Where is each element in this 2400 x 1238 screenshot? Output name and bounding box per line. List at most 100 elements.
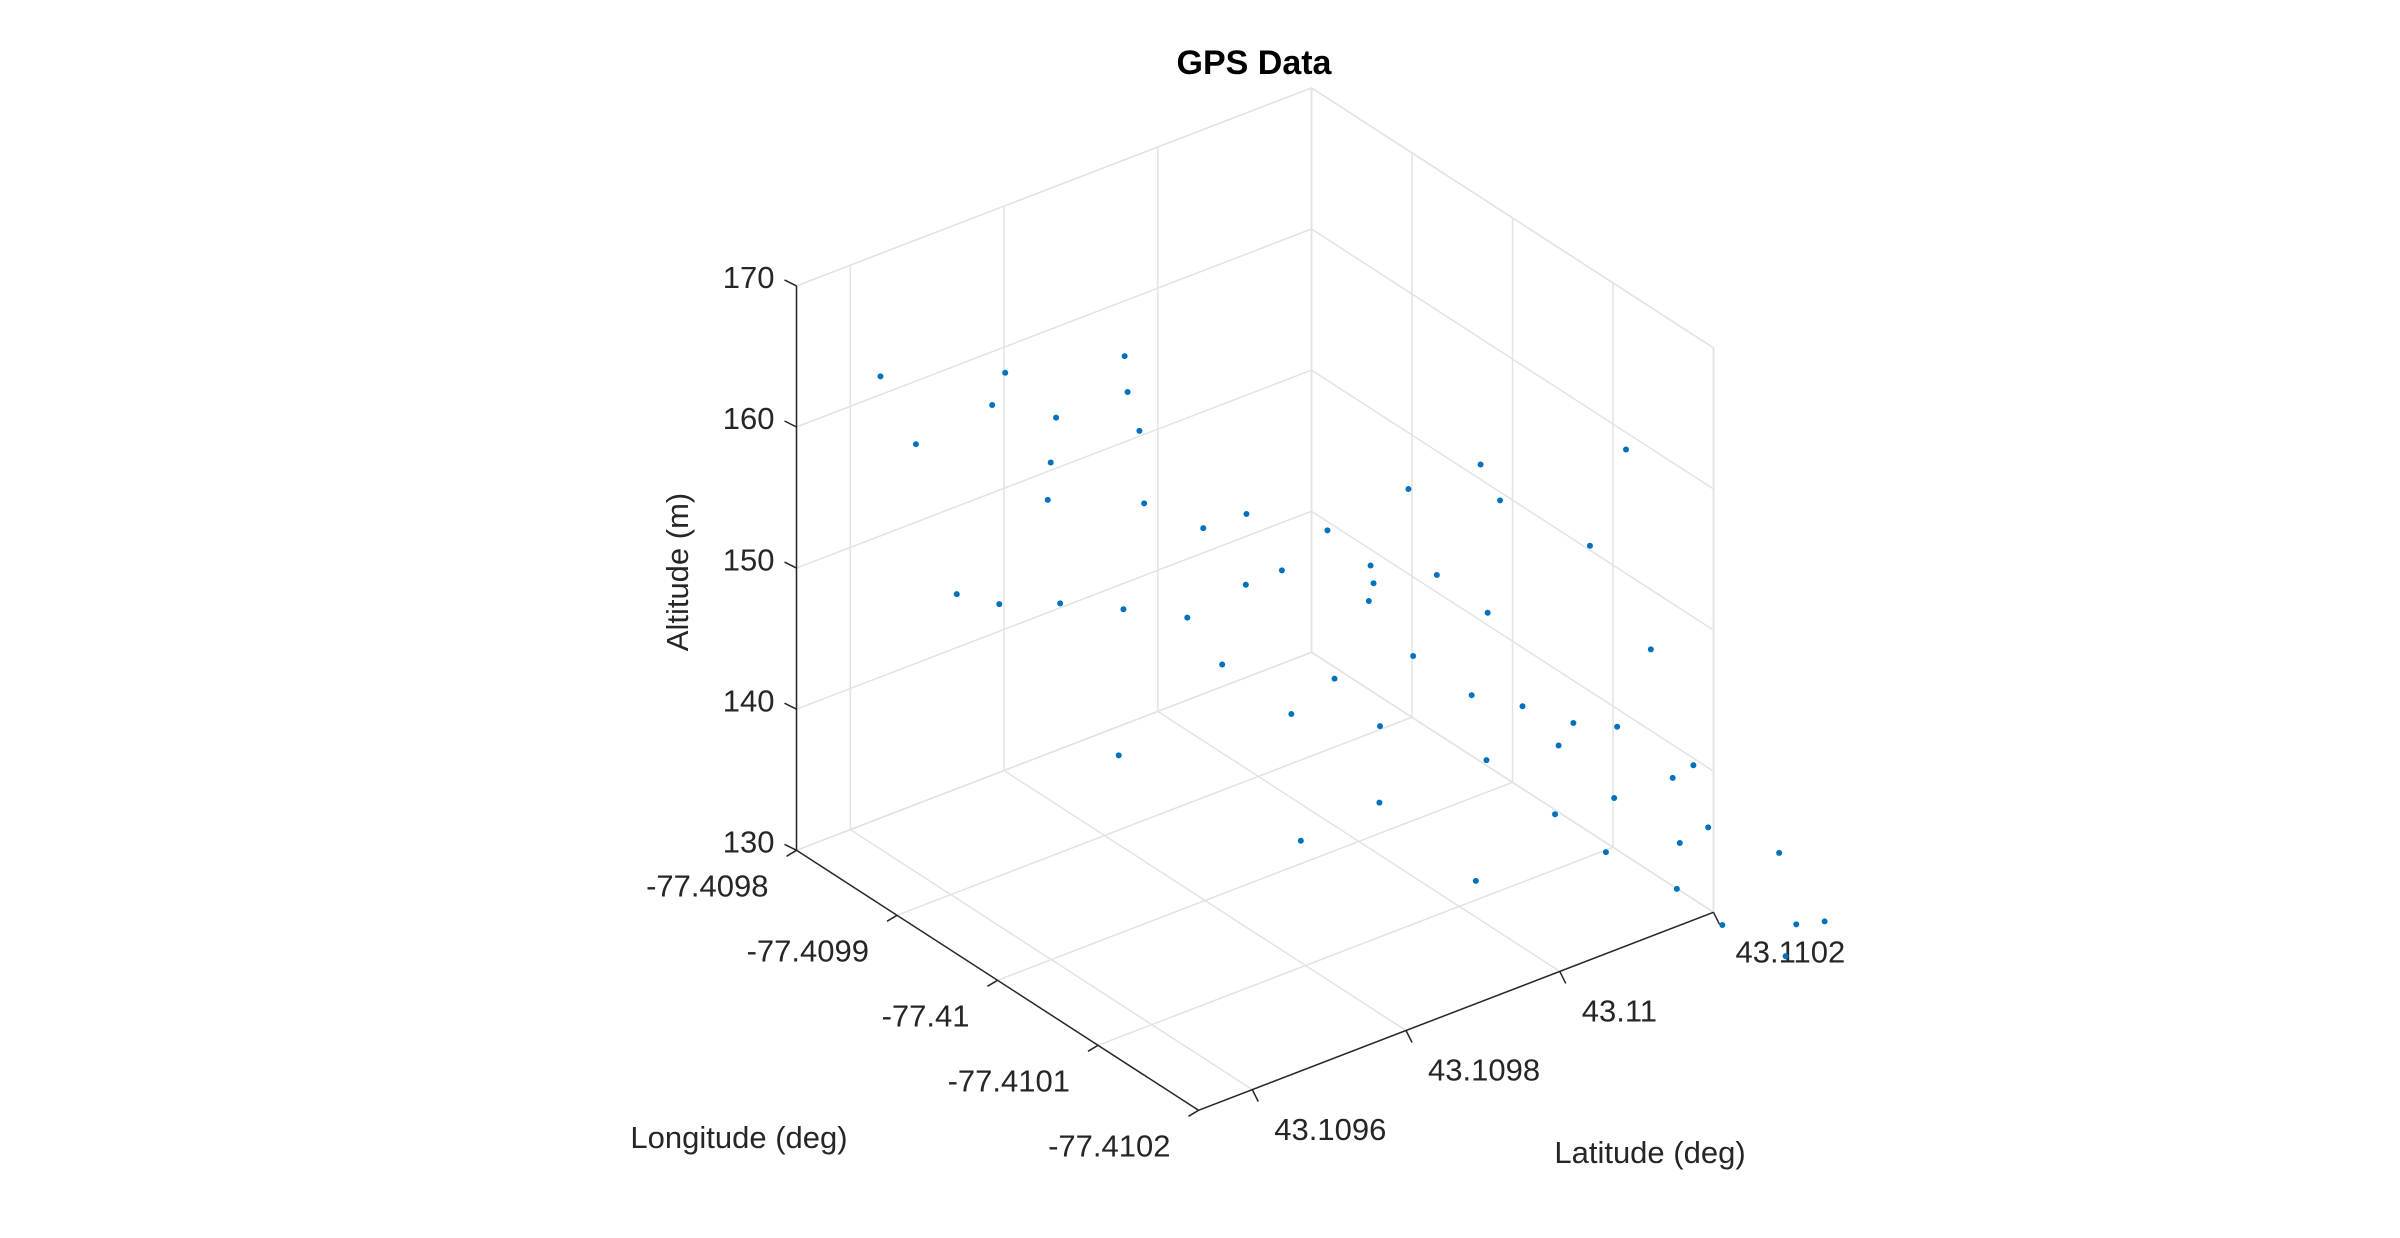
x-tick [1712, 911, 1721, 925]
y-tick [1087, 1044, 1099, 1052]
x-tick-label: 43.1096 [1274, 1112, 1386, 1147]
data-point [1377, 723, 1384, 730]
data-point [1297, 837, 1304, 844]
data-point [1555, 742, 1562, 749]
x-tick [1405, 1030, 1413, 1043]
data-point [1288, 711, 1295, 718]
y-tick [1188, 1109, 1199, 1117]
grid-line [796, 369, 1312, 569]
grid-line [796, 651, 1312, 852]
data-point [1120, 606, 1127, 613]
grid-line [796, 510, 1312, 710]
data-point [1405, 485, 1412, 492]
x-tick-label: 43.1102 [1736, 934, 1846, 969]
data-point [1719, 922, 1726, 929]
grid-line [796, 87, 1312, 287]
y-tick [786, 849, 797, 857]
data-point [1519, 703, 1526, 710]
z-tick-label: 160 [723, 401, 775, 436]
data-point [1136, 427, 1143, 434]
y-tick-label: -77.41 [882, 998, 970, 1033]
data-point [1367, 562, 1374, 569]
z-axis-label: Altitude (m) [660, 493, 695, 651]
data-point [1376, 799, 1383, 806]
data-point [1676, 839, 1683, 846]
data-point [996, 601, 1003, 608]
data-point [1821, 918, 1828, 925]
data-point [1278, 567, 1285, 574]
data-point [1623, 446, 1630, 453]
data-point [1602, 849, 1609, 856]
z-tick [784, 279, 797, 287]
data-point [1200, 525, 1207, 532]
data-point [1477, 461, 1484, 468]
grid-line [896, 716, 1413, 917]
data-point [1057, 600, 1064, 607]
data-point [1586, 542, 1593, 549]
data-point [1121, 353, 1128, 360]
data-point [1776, 849, 1783, 856]
data-point [1705, 824, 1712, 831]
data-point [877, 373, 884, 380]
data-point [1141, 500, 1148, 507]
data-point [1497, 497, 1504, 504]
grid-line [1311, 228, 1714, 490]
grid-line [1097, 846, 1614, 1047]
data-point [1647, 646, 1654, 653]
data-point [1484, 609, 1491, 616]
z-tick-label: 170 [723, 260, 775, 295]
y-axis-label: Longitude (deg) [630, 1120, 847, 1155]
x-axis-label: Latitude (deg) [1554, 1135, 1745, 1170]
y-tick-label: -77.4098 [646, 868, 768, 903]
data-point [1483, 757, 1490, 764]
x-axis [1198, 911, 1714, 1112]
z-tick-label: 140 [723, 683, 775, 718]
data-point [1044, 496, 1051, 503]
y-tick-label: -77.4102 [1048, 1128, 1170, 1163]
data-point [1370, 580, 1377, 587]
grid-line [796, 228, 1312, 428]
data-point [1324, 527, 1331, 534]
grid-line [1311, 369, 1714, 631]
data-point [1242, 581, 1249, 588]
data-point [1243, 510, 1250, 517]
data-point [1124, 389, 1131, 396]
z-tick-label: 150 [723, 542, 775, 577]
z-tick [784, 420, 797, 428]
data-point [953, 591, 960, 598]
data-point [1669, 774, 1676, 781]
grid-line [1311, 87, 1714, 349]
data-point [1047, 459, 1054, 466]
grid-line [1311, 510, 1714, 772]
data-point [1782, 953, 1789, 960]
data-point [1053, 414, 1060, 421]
data-point [1793, 921, 1800, 928]
data-point [1219, 661, 1226, 668]
data-point [912, 441, 919, 448]
x-tick [1559, 971, 1567, 984]
x-tick-label: 43.11 [1582, 994, 1657, 1029]
data-point [1002, 369, 1009, 376]
z-tick-label: 130 [723, 824, 775, 859]
z-tick [784, 843, 797, 851]
chart-title: GPS Data [1177, 44, 1333, 82]
data-point [989, 402, 996, 409]
y-tick-label: -77.4099 [747, 933, 869, 968]
y-tick [987, 979, 998, 987]
data-point [1365, 597, 1372, 604]
data-point [1570, 719, 1577, 726]
y-tick [886, 914, 898, 922]
data-point [1472, 877, 1479, 884]
data-point [1468, 692, 1475, 699]
z-tick [784, 702, 797, 710]
grid-line [1311, 651, 1714, 913]
data-point [1433, 571, 1440, 578]
x-tick [1251, 1089, 1259, 1102]
data-point [1184, 614, 1191, 621]
data-point [1611, 795, 1618, 802]
data-point [1552, 811, 1559, 818]
grid-line [997, 781, 1513, 982]
data-point [1614, 723, 1621, 730]
data-point [1690, 762, 1697, 769]
